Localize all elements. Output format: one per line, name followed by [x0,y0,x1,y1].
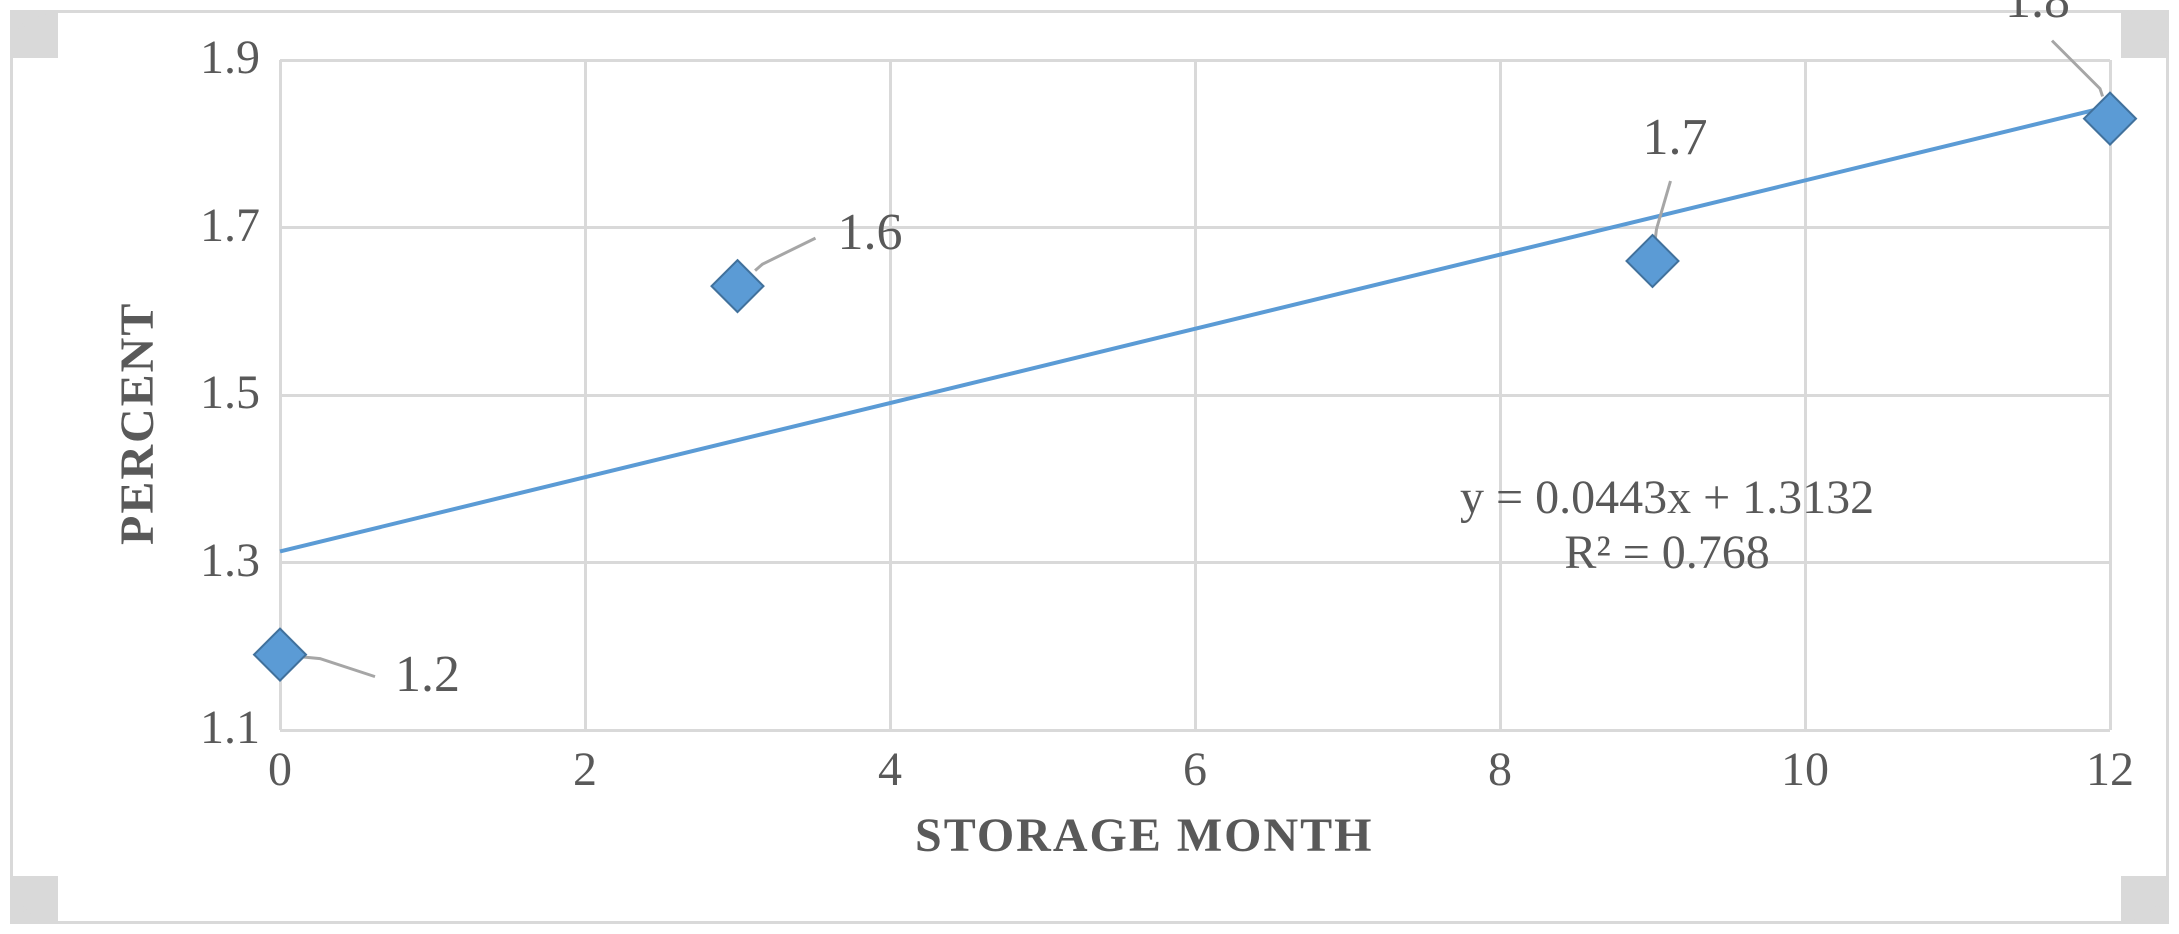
x-tick-label: 4 [850,742,930,797]
data-label: 1.8 [2005,0,2070,30]
grid-horizontal [280,729,2110,732]
y-tick-label: 1.1 [150,700,260,755]
data-label: 1.6 [838,203,903,262]
y-axis-title: PERCENT [110,302,165,545]
y-tick-label: 1.9 [150,30,260,85]
x-axis-title: STORAGE MONTH [915,808,1374,863]
plot-area [280,60,2110,730]
y-tick-label: 1.7 [150,198,260,253]
equation-line-2: R² = 0.768 [1460,525,1874,580]
grid-horizontal [280,394,2110,397]
data-label: 1.2 [395,645,460,704]
y-tick-label: 1.5 [150,365,260,420]
equation-line-1: y = 0.0443x + 1.3132 [1460,470,1874,525]
grid-horizontal [280,59,2110,62]
chart-frame: STORAGE MONTH PERCENT y = 0.0443x + 1.31… [0,0,2179,934]
x-tick-label: 12 [2070,742,2150,797]
x-tick-label: 8 [1460,742,1540,797]
x-tick-label: 2 [545,742,625,797]
y-tick-label: 1.3 [150,533,260,588]
data-label: 1.7 [1643,108,1708,167]
x-tick-label: 6 [1155,742,1235,797]
x-tick-label: 10 [1765,742,1845,797]
trend-equation: y = 0.0443x + 1.3132 R² = 0.768 [1460,470,1874,580]
grid-horizontal [280,226,2110,229]
